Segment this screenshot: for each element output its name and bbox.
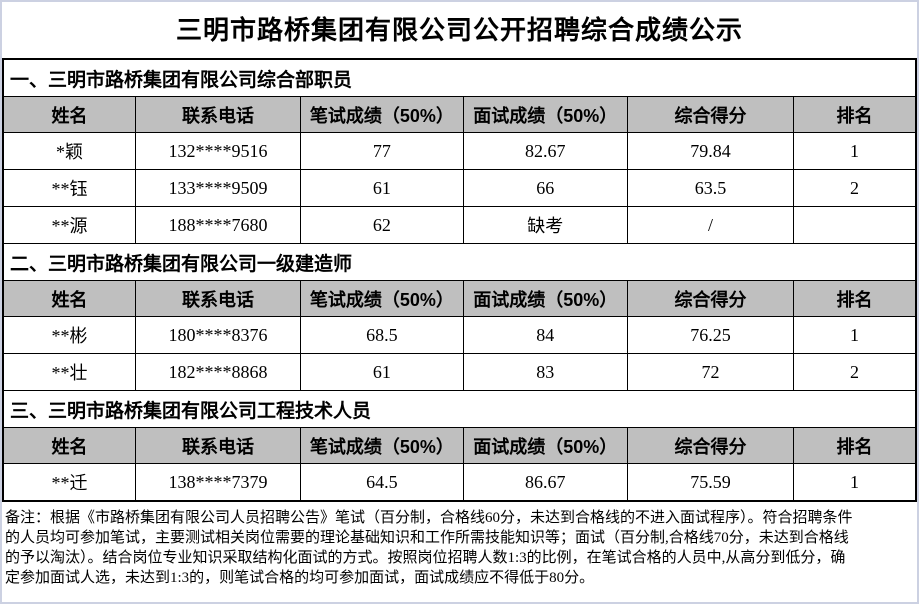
table-cell: 1 [793,132,917,170]
column-header: 面试成绩（50%） [462,96,628,133]
table-cell: 1 [793,316,917,354]
column-header: 面试成绩（50%） [462,427,628,464]
footnote-line: 的予以淘汰）。结合岗位专业知识采取结构化面试的方式。按照岗位招聘人数1:3的比例… [5,550,846,566]
table-cell: **迁 [2,463,136,502]
table-cell: 133****9509 [134,169,302,207]
column-header: 排名 [793,427,917,464]
table-cell: 1 [793,463,917,502]
table-row: **钰 133****9509 61 66 63.5 2 [2,169,917,207]
column-header: 综合得分 [626,280,795,317]
page-title: 三明市路桥集团有限公司公开招聘综合成绩公示 [175,15,743,45]
table-cell: **彬 [2,316,136,354]
column-header: 联系电话 [134,280,302,317]
column-header: 综合得分 [626,96,795,133]
table-row: **迁 138****7379 64.5 86.67 75.59 1 [2,463,917,502]
section-row: 二、三明市路桥集团有限公司一级建造师 [3,243,916,281]
table-row: *颖 132****9516 77 82.67 79.84 1 [2,132,917,170]
table-cell: 61 [300,169,464,207]
table-cell: 86.67 [462,463,628,502]
column-header: 联系电话 [134,96,302,133]
table-cell: 62 [300,206,464,244]
footnote-line: 的人员均可参加笔试，主要测试相关岗位需要的理论基础知识和工作所需技能知识等；面试… [5,530,849,546]
table-cell: 84 [462,316,628,354]
section-title: 二、三明市路桥集团有限公司一级建造师 [3,243,916,281]
score-table: 一、三明市路桥集团有限公司综合部职员 姓名 联系电话 笔试成绩（50%） 面试成绩（50… [2,58,917,502]
score-table-body: 一、三明市路桥集团有限公司综合部职员 姓名 联系电话 笔试成绩（50%） 面试成绩（50… [2,58,917,502]
table-cell: **源 [2,206,136,244]
table-cell: 79.84 [626,132,795,170]
table-cell: 132****9516 [134,132,302,170]
table-cell: 缺考 [462,206,628,244]
table-cell: 2 [793,169,917,207]
table-cell: 82.67 [462,132,628,170]
table-row: **壮 182****8868 61 83 72 2 [2,353,917,391]
column-header: 姓名 [2,427,136,464]
column-header: 综合得分 [626,427,795,464]
table-cell: 63.5 [626,169,795,207]
table-cell: **钰 [2,169,136,207]
footnote-line: 备注：根据《市路桥集团有限公司人员招聘公告》笔试（百分制，合格线60分，未达到合… [5,510,853,526]
column-header-row: 姓名 联系电话 笔试成绩（50%） 面试成绩（50%） 综合得分 排名 [2,280,917,317]
column-header-row: 姓名 联系电话 笔试成绩（50%） 面试成绩（50%） 综合得分 排名 [2,427,917,464]
table-cell: **壮 [2,353,136,391]
table-row: **彬 180****8376 68.5 84 76.25 1 [2,316,917,354]
table-cell: 83 [462,353,628,391]
table-cell: 68.5 [300,316,464,354]
table-cell: 180****8376 [134,316,302,354]
table-cell: 138****7379 [134,463,302,502]
table-cell [793,206,917,244]
table-cell: 182****8868 [134,353,302,391]
table-cell: 66 [462,169,628,207]
column-header: 联系电话 [134,427,302,464]
table-cell: / [626,206,795,244]
table-cell: 2 [793,353,917,391]
table-cell: *颖 [2,132,136,170]
column-header: 姓名 [2,96,136,133]
footnote: 备注：根据《市路桥集团有限公司人员招聘公告》笔试（百分制，合格线60分，未达到合… [2,502,917,588]
table-cell: 64.5 [300,463,464,502]
table-cell: 75.59 [626,463,795,502]
column-header: 排名 [793,96,917,133]
column-header: 笔试成绩（50%） [300,427,464,464]
table-cell: 72 [626,353,795,391]
section-row: 三、三明市路桥集团有限公司工程技术人员 [3,390,916,428]
table-cell: 188****7680 [134,206,302,244]
table-cell: 76.25 [626,316,795,354]
column-header: 面试成绩（50%） [462,280,628,317]
column-header: 排名 [793,280,917,317]
column-header: 笔试成绩（50%） [300,96,464,133]
section-title: 三、三明市路桥集团有限公司工程技术人员 [3,390,916,428]
column-header: 笔试成绩（50%） [300,280,464,317]
footnote-line: 定参加面试人选，未达到1:3的，则笔试合格的均可参加面试，面试成绩应不得低于80… [5,570,595,586]
section-row: 一、三明市路桥集团有限公司综合部职员 [3,58,916,97]
table-cell: 77 [300,132,464,170]
column-header-row: 姓名 联系电话 笔试成绩（50%） 面试成绩（50%） 综合得分 排名 [2,96,917,133]
section-title: 一、三明市路桥集团有限公司综合部职员 [3,58,916,97]
table-cell: 61 [300,353,464,391]
table-row: **源 188****7680 62 缺考 / [2,206,917,244]
column-header: 姓名 [2,280,136,317]
